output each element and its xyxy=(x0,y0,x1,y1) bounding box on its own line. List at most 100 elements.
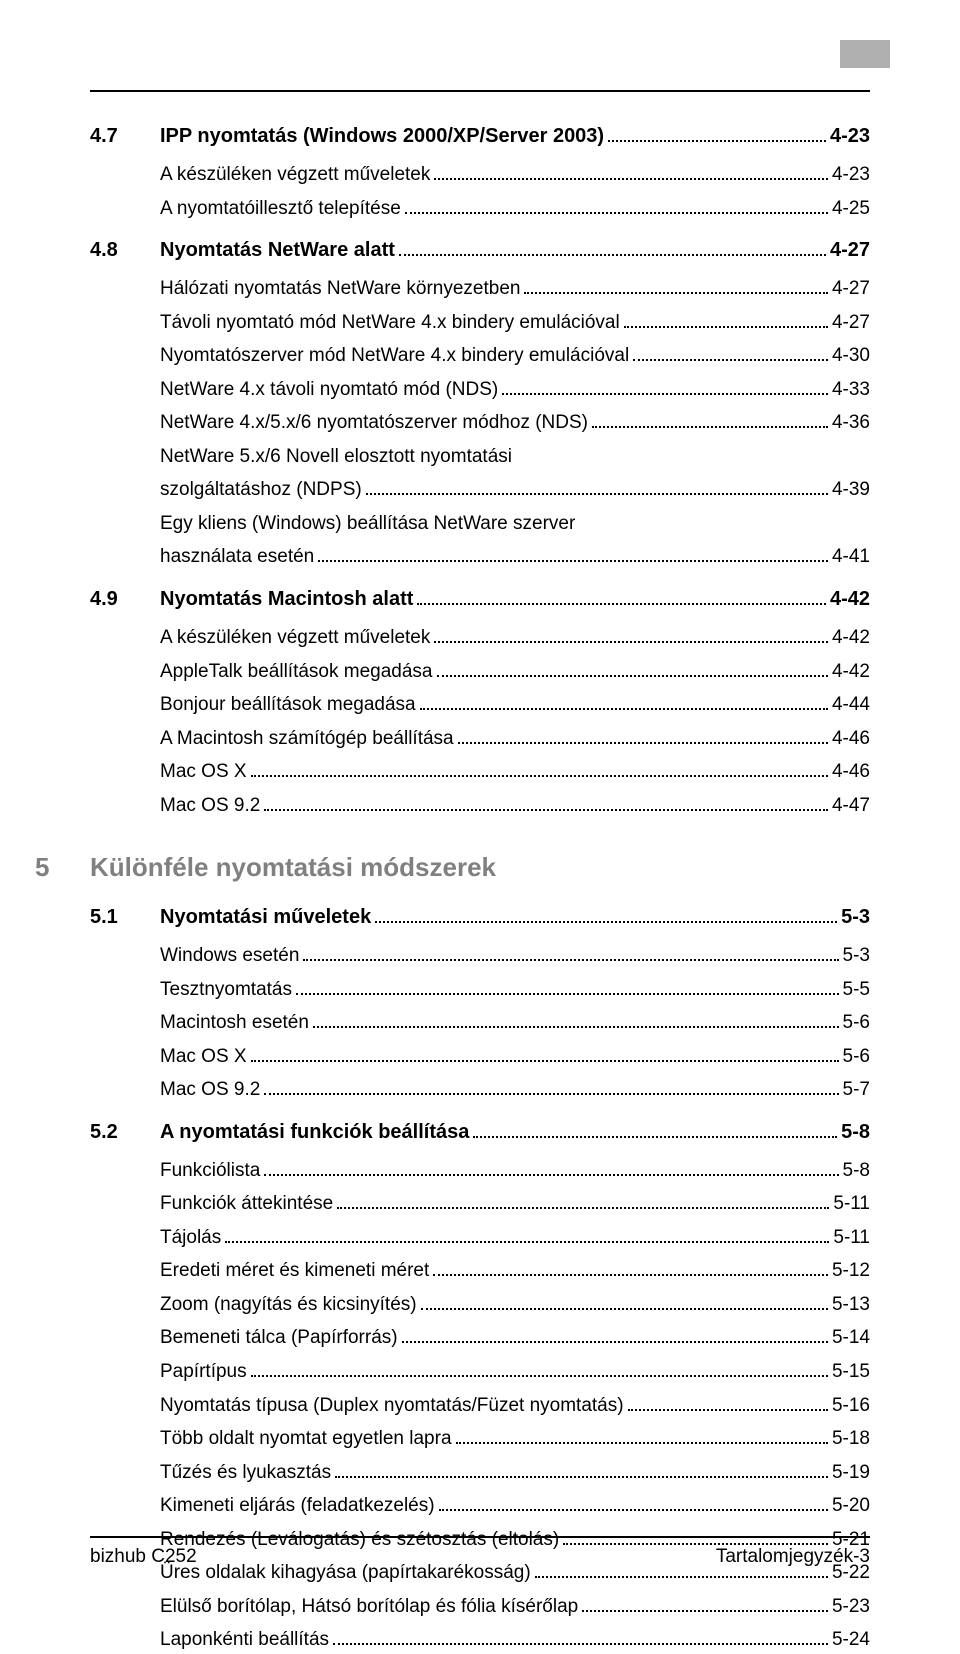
leader-dots xyxy=(375,921,837,923)
toc-label: Laponkénti beállítás xyxy=(160,1626,329,1654)
toc-label: AppleTalk beállítások megadása xyxy=(160,658,433,686)
toc-label: Nyomtatószerver mód NetWare 4.x bindery … xyxy=(160,342,629,370)
section-number: 5.2 xyxy=(90,1118,160,1147)
leader-dots xyxy=(264,1093,838,1095)
toc-page-ref: 4-46 xyxy=(832,758,870,786)
toc-label: Több oldalt nyomtat egyetlen lapra xyxy=(160,1425,452,1453)
toc-item: Mac OS X 5-6 xyxy=(160,1043,870,1071)
toc-page-ref: 5-13 xyxy=(832,1291,870,1319)
toc-label: Mac OS 9.2 xyxy=(160,1076,260,1104)
toc-item: Macintosh esetén 5-6 xyxy=(160,1009,870,1037)
leader-dots xyxy=(439,1509,828,1511)
toc-section: 5.2A nyomtatási funkciók beállítása 5-8 xyxy=(90,1118,870,1147)
toc-label: Mac OS X xyxy=(160,1043,247,1071)
toc-chapter: 5Különféle nyomtatási módszerek xyxy=(90,849,870,887)
toc-label: Tesztnyomtatás xyxy=(160,976,292,1004)
toc-page-ref: 4-42 xyxy=(830,585,870,614)
toc-page-ref: 4-27 xyxy=(832,309,870,337)
toc-label: Nyomtatás típusa (Duplex nyomtatás/Füzet… xyxy=(160,1392,624,1420)
toc-page-ref: 4-30 xyxy=(832,342,870,370)
footer-left: bizhub C252 xyxy=(90,1546,197,1568)
toc-item: AppleTalk beállítások megadása 4-42 xyxy=(160,658,870,686)
toc-item: NetWare 4.x/5.x/6 nyomtatószerver módhoz… xyxy=(160,409,870,437)
chapter-title: Különféle nyomtatási módszerek xyxy=(90,849,496,887)
toc-page-ref: 5-15 xyxy=(832,1358,870,1386)
toc-item: Nyomtatószerver mód NetWare 4.x bindery … xyxy=(160,342,870,370)
tab-marker xyxy=(840,40,890,68)
top-rule xyxy=(90,90,870,92)
toc-page-ref: 4-44 xyxy=(832,691,870,719)
toc-item: A készüléken végzett műveletek 4-42 xyxy=(160,624,870,652)
toc-item: Tájolás 5-11 xyxy=(160,1224,870,1252)
leader-dots xyxy=(524,292,828,294)
leader-dots xyxy=(473,1136,837,1138)
leader-dots xyxy=(337,1207,829,1209)
leader-dots xyxy=(264,809,828,811)
leader-dots xyxy=(366,493,828,495)
toc-item: Több oldalt nyomtat egyetlen lapra 5-18 xyxy=(160,1425,870,1453)
toc-label: Funkciólista xyxy=(160,1157,260,1185)
toc-label: Zoom (nagyítás és kicsinyítés) xyxy=(160,1291,417,1319)
toc-label: A Macintosh számítógép beállítása xyxy=(160,725,454,753)
toc-page-ref: 5-12 xyxy=(832,1257,870,1285)
leader-dots xyxy=(420,708,828,710)
toc-label: A nyomtatóillesztő telepítése xyxy=(160,195,401,223)
leader-dots xyxy=(399,254,826,256)
toc-page-ref: 5-8 xyxy=(843,1157,870,1185)
toc-page-ref: 4-39 xyxy=(832,476,870,504)
toc-page-ref: 5-14 xyxy=(832,1324,870,1352)
leader-dots xyxy=(251,1375,828,1377)
toc-label: használata esetén xyxy=(160,543,314,571)
leader-dots xyxy=(421,1308,828,1310)
leader-dots xyxy=(582,1610,828,1612)
toc-label: Elülső borítólap, Hátsó borítólap és fól… xyxy=(160,1593,578,1621)
toc-page: 4.7IPP nyomtatás (Windows 2000/XP/Server… xyxy=(0,0,960,1654)
page-footer: bizhub C252 Tartalomjegyzék-3 xyxy=(90,1536,870,1568)
toc-label: A készüléken végzett műveletek xyxy=(160,624,430,652)
footer-right: Tartalomjegyzék-3 xyxy=(716,1546,870,1568)
toc-item: Mac OS 9.2 5-7 xyxy=(160,1076,870,1104)
toc-label: Funkciók áttekintése xyxy=(160,1190,333,1218)
toc-page-ref: 4-36 xyxy=(832,409,870,437)
toc-page-ref: 4-47 xyxy=(832,792,870,820)
section-number: 4.7 xyxy=(90,122,160,151)
chapter-number: 5 xyxy=(35,849,90,887)
toc-page-ref: 4-46 xyxy=(832,725,870,753)
toc-label: Mac OS 9.2 xyxy=(160,792,260,820)
leader-dots xyxy=(264,1174,838,1176)
toc-label: NetWare 4.x távoli nyomtató mód (NDS) xyxy=(160,376,498,404)
leader-dots xyxy=(592,426,828,428)
toc-page-ref: 5-24 xyxy=(832,1626,870,1654)
toc-item: Kimeneti eljárás (feladatkezelés) 5-20 xyxy=(160,1492,870,1520)
toc-item: Bonjour beállítások megadása 4-44 xyxy=(160,691,870,719)
toc-page-ref: 5-20 xyxy=(832,1492,870,1520)
toc-page-ref: 5-8 xyxy=(841,1118,870,1147)
toc-item: Mac OS X 4-46 xyxy=(160,758,870,786)
leader-dots xyxy=(458,742,828,744)
toc-label: Mac OS X xyxy=(160,758,247,786)
toc-page-ref: 5-16 xyxy=(832,1392,870,1420)
toc-page-ref: 5-3 xyxy=(843,942,870,970)
toc-label: Hálózati nyomtatás NetWare környezetben xyxy=(160,275,520,303)
section-number: 5.1 xyxy=(90,903,160,932)
toc-label: Nyomtatás NetWare alatt xyxy=(160,236,395,265)
section-number: 4.9 xyxy=(90,585,160,614)
toc-page-ref: 5-11 xyxy=(833,1190,870,1218)
toc-item: Windows esetén 5-3 xyxy=(160,942,870,970)
toc-item: Eredeti méret és kimeneti méret 5-12 xyxy=(160,1257,870,1285)
toc-item: A Macintosh számítógép beállítása 4-46 xyxy=(160,725,870,753)
toc-page-ref: 4-25 xyxy=(832,195,870,223)
leader-dots xyxy=(402,1341,828,1343)
toc-item: Tesztnyomtatás 5-5 xyxy=(160,976,870,1004)
toc-item: Nyomtatás típusa (Duplex nyomtatás/Füzet… xyxy=(160,1392,870,1420)
toc-label: Tűzés és lyukasztás xyxy=(160,1459,331,1487)
toc-label: Macintosh esetén xyxy=(160,1009,309,1037)
toc-label: Bemeneti tálca (Papírforrás) xyxy=(160,1324,398,1352)
toc-label: Nyomtatás Macintosh alatt xyxy=(160,585,413,614)
toc-page-ref: 5-6 xyxy=(843,1009,870,1037)
leader-dots xyxy=(456,1442,828,1444)
toc-page-ref: 5-11 xyxy=(833,1224,870,1252)
toc-item: Funkciólista 5-8 xyxy=(160,1157,870,1185)
leader-dots xyxy=(318,560,828,562)
toc-label: Eredeti méret és kimeneti méret xyxy=(160,1257,429,1285)
